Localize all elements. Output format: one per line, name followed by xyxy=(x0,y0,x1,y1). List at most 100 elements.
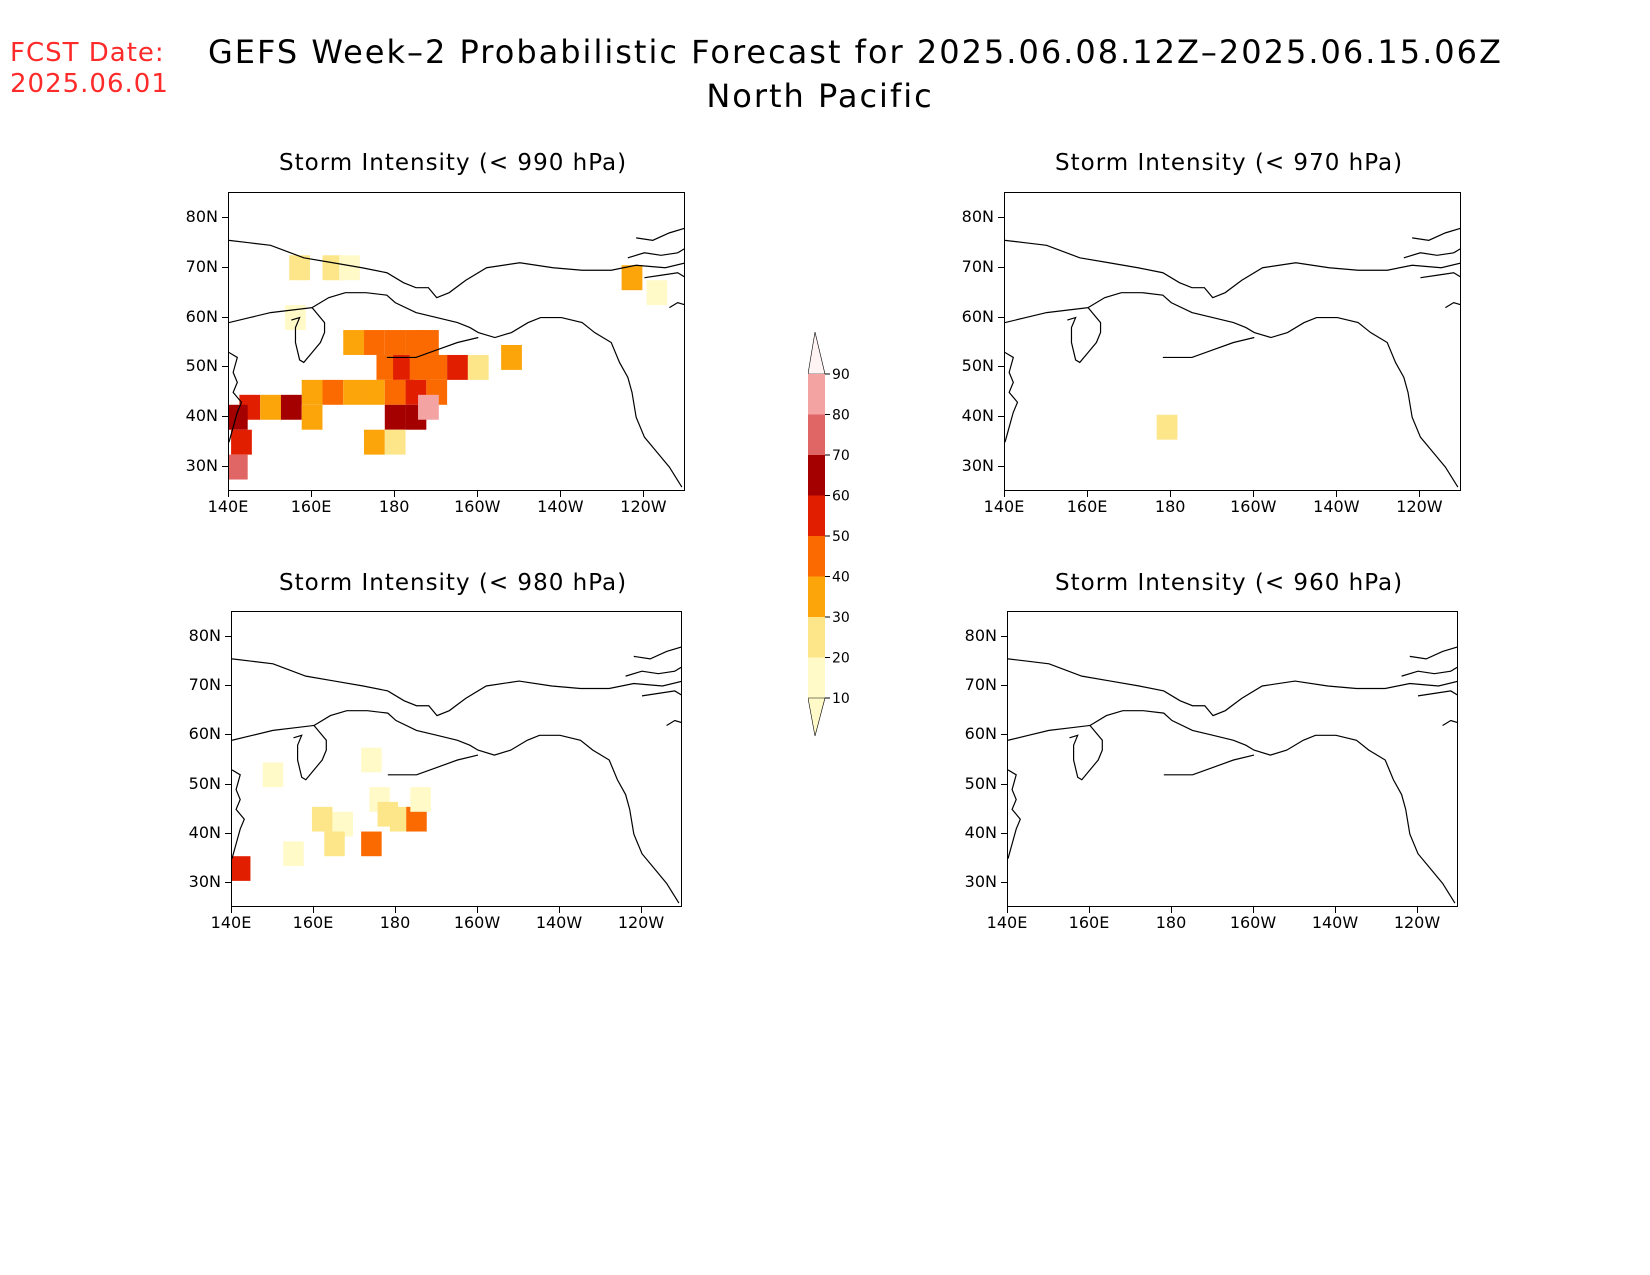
lon-tick-label: 120W xyxy=(1396,497,1443,516)
lon-tick-mark xyxy=(1089,907,1090,913)
lat-tick-mark xyxy=(222,266,228,268)
lon-tick-mark xyxy=(395,907,396,913)
fcst-date-block: FCST Date: 2025.06.01 xyxy=(10,38,169,100)
lon-tick-label: 140W xyxy=(535,913,583,932)
probability-cell xyxy=(339,255,360,281)
lat-tick-label: 60N xyxy=(961,306,994,326)
coastline-2 xyxy=(1087,292,1459,488)
probability-cell xyxy=(467,354,489,380)
lon-tick-mark xyxy=(1170,491,1172,497)
colorbar-label: 50 xyxy=(832,529,850,545)
lat-tick-mark xyxy=(225,783,231,785)
probability-cell xyxy=(389,806,411,832)
lat-tick-label: 40N xyxy=(188,823,221,842)
coastline-5 xyxy=(1409,646,1457,660)
probability-cell xyxy=(384,330,406,355)
lat-tick-label: 70N xyxy=(185,256,218,276)
lat-tick-label: 80N xyxy=(964,625,997,645)
coastline-6 xyxy=(625,666,681,677)
coastline-4 xyxy=(1163,754,1255,776)
lon-tick-mark xyxy=(559,907,560,913)
lon-tick-label: 140W xyxy=(1311,913,1359,932)
colorbar-label: 60 xyxy=(832,489,850,505)
colorbar-segment xyxy=(808,495,825,536)
coastline-1 xyxy=(232,724,327,781)
lat-tick-mark xyxy=(222,366,228,368)
lon-tick-mark xyxy=(311,491,313,497)
colorbar-label: 20 xyxy=(832,651,850,667)
probability-cell xyxy=(343,330,365,355)
coastline-0 xyxy=(1005,239,1460,299)
lat-tick-label: 30N xyxy=(185,456,218,476)
lat-tick-mark xyxy=(225,833,231,834)
probability-cell xyxy=(384,429,406,455)
coastline-2 xyxy=(1089,710,1456,904)
probability-cell xyxy=(376,354,398,380)
lon-tick-label: 180 xyxy=(1155,913,1187,932)
lon-tick-label: 160W xyxy=(454,497,501,516)
lon-tick-mark xyxy=(1007,907,1008,913)
lon-tick-mark xyxy=(1253,491,1255,497)
probability-cell xyxy=(406,806,427,832)
lon-tick-label: 160W xyxy=(1230,497,1277,516)
probability-cell xyxy=(409,354,431,380)
lat-tick-label: 80N xyxy=(961,206,994,226)
lon-tick-mark xyxy=(641,907,642,913)
colorbar-segment xyxy=(808,536,825,577)
probability-cell xyxy=(1156,414,1178,440)
probability-cell xyxy=(426,354,448,380)
lat-tick-label: 80N xyxy=(185,206,218,226)
colorbar-graphic: 90 80 70 60 50 40 30 20 10 xyxy=(807,331,850,737)
coastline-2 xyxy=(313,710,680,904)
lat-tick-mark xyxy=(1001,882,1007,884)
lat-tick-label: 70N xyxy=(964,675,997,694)
fcst-date-label: FCST Date: xyxy=(10,38,165,68)
lat-tick-mark xyxy=(222,316,228,318)
coastline-6 xyxy=(627,248,684,259)
lat-tick-mark xyxy=(225,635,231,637)
lon-tick-mark xyxy=(1253,907,1254,913)
probability-cell xyxy=(324,831,345,857)
probability-cell xyxy=(343,379,365,405)
lon-tick-mark xyxy=(1336,491,1338,497)
colorbar-top-tip xyxy=(807,331,826,375)
coastline-7 xyxy=(641,690,681,697)
lon-tick-label: 180 xyxy=(379,913,411,932)
probability-cell xyxy=(361,747,382,773)
lat-tick-mark xyxy=(998,316,1004,318)
lat-tick-mark xyxy=(222,466,228,468)
lat-tick-label: 30N xyxy=(188,872,221,892)
lat-tick-label: 50N xyxy=(188,773,221,793)
probability-cell xyxy=(332,811,353,837)
lon-tick-label: 160E xyxy=(1068,913,1110,932)
lon-tick-label: 160W xyxy=(1229,913,1277,932)
coastline-1 xyxy=(1005,306,1102,364)
colorbar-segment xyxy=(808,455,825,496)
probability-cell xyxy=(311,806,333,832)
panel-title: Storm Intensity (< 960 hPa) xyxy=(1055,570,1404,596)
colorbar-segment xyxy=(808,374,825,415)
probability-cell xyxy=(260,394,281,420)
lon-tick-label: 140E xyxy=(986,913,1028,932)
coastline-3 xyxy=(232,769,245,859)
lat-tick-mark xyxy=(1001,635,1007,637)
lon-tick-label: 160W xyxy=(453,913,501,932)
coastline-1 xyxy=(1008,724,1103,781)
colorbar-label: 80 xyxy=(832,408,850,424)
map-frame xyxy=(228,192,685,491)
probability-cell xyxy=(384,379,406,405)
lon-tick-mark xyxy=(1087,491,1089,497)
lat-tick-label: 40N xyxy=(964,823,997,842)
lon-tick-mark xyxy=(313,907,314,913)
lon-tick-mark xyxy=(643,491,645,497)
lat-tick-label: 50N xyxy=(964,773,997,793)
lon-tick-label: 160E xyxy=(290,497,332,516)
lat-tick-mark xyxy=(998,266,1004,268)
coastline-8 xyxy=(1442,719,1457,726)
probability-cell xyxy=(289,255,311,281)
probability-cell xyxy=(262,762,284,788)
lat-tick-mark xyxy=(222,216,228,218)
colorbar: 90 80 70 60 50 40 30 20 10 xyxy=(807,331,868,742)
lon-tick-label: 140W xyxy=(1313,497,1360,516)
lat-tick-mark xyxy=(1001,833,1007,834)
